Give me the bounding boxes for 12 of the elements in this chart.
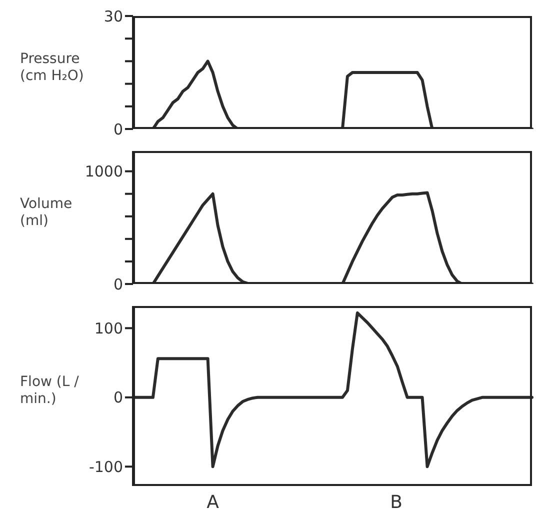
y-axis-title: Volume (ml) <box>20 196 74 230</box>
y-tick-label: 0 <box>113 120 123 138</box>
text: B <box>389 492 404 513</box>
y-axis-title: Pressure (cm H₂O) <box>20 50 85 84</box>
y-tick-label: 30 <box>104 7 123 26</box>
y-tick-label: -100 <box>88 458 123 476</box>
y-tick-label: 0 <box>113 275 123 294</box>
y-tick-label: 0 <box>113 388 123 407</box>
y-axis-title: Flow (L / min.) <box>20 374 80 408</box>
text: A <box>206 492 220 513</box>
y-tick-label: 1000 <box>84 162 123 181</box>
y-tick-label: 100 <box>94 319 123 338</box>
